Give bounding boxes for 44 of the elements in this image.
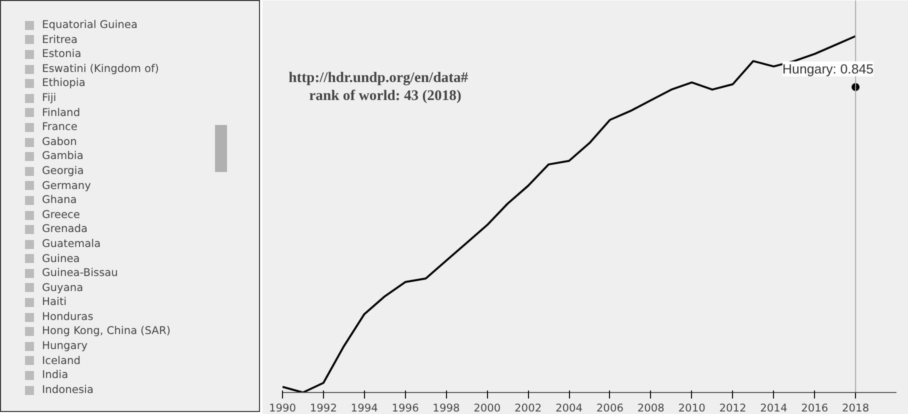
text: Haiti [42,295,67,308]
x-tick-label: 1992 [310,402,337,414]
x-tick-label: 2012 [719,402,746,414]
text: Indonesia [42,382,94,396]
text: Iceland [42,354,81,367]
text: France [42,120,78,134]
x-tick-label: 2010 [678,402,706,414]
x-tick-label: 2014 [760,402,788,414]
text: Hong Kong, China (SAR) [42,324,171,338]
text: Equatorial Guinea [42,18,138,31]
text: Greece [42,208,80,221]
text: Ethiopia [42,76,86,90]
text: Gambia [42,149,84,162]
x-tick-label: 2000 [474,402,501,414]
text: Honduras [42,310,94,323]
x-tick-label: 2006 [596,402,624,414]
annotation: Hungary: 0.845 [782,61,874,76]
text: Guatemala [42,236,101,250]
text: Guinea-Bissau [42,266,118,280]
text: Eswatini (Kingdom of) [42,62,159,75]
text: Ghana [42,193,77,206]
text: Fiji [42,90,56,104]
annotation: rank of world: 43 (2018) [309,88,462,104]
text: Eritrea [42,32,78,46]
text: Guyana [42,280,84,294]
x-tick-label: 1994 [350,402,378,414]
text: Finland [42,106,80,119]
x-tick-label: 2016 [801,402,828,414]
x-tick-label: 1990 [268,402,296,414]
text: Gabon [42,134,77,148]
text: Georgia [42,164,84,177]
x-tick-label: 1996 [392,402,420,414]
text: Germany [42,178,91,192]
text: Grenada [42,222,88,236]
x-tick-label: 2008 [637,402,665,414]
text: India [42,368,68,382]
x-tick-label: 2018 [842,402,870,414]
x-tick-label: 2004 [555,402,583,414]
text: Estonia [42,47,82,60]
text: Hungary [42,339,88,352]
text: Guinea [42,252,80,264]
x-tick-label: 1998 [432,402,460,414]
annotation: http://hdr.undp.org/en/data# [288,70,469,86]
x-tick-label: 2002 [514,402,542,414]
